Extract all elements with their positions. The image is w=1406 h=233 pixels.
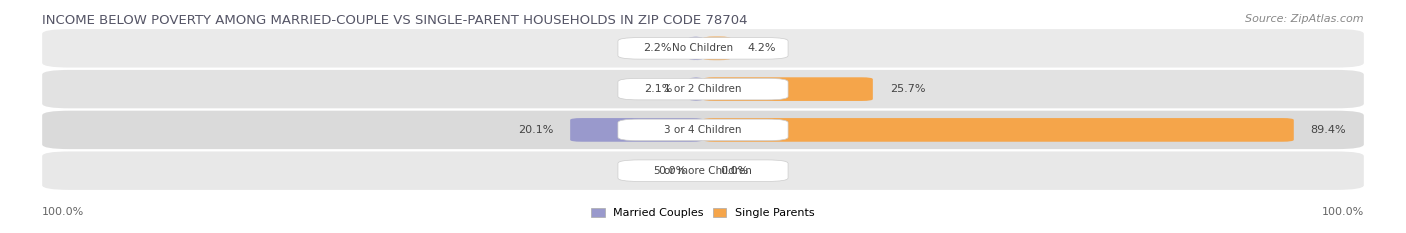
Text: 20.1%: 20.1%: [517, 125, 554, 135]
FancyBboxPatch shape: [619, 119, 787, 141]
Text: Source: ZipAtlas.com: Source: ZipAtlas.com: [1246, 14, 1364, 24]
FancyBboxPatch shape: [571, 118, 703, 142]
Text: 2.1%: 2.1%: [644, 84, 672, 94]
FancyBboxPatch shape: [42, 111, 1364, 149]
Text: 0.0%: 0.0%: [720, 166, 748, 176]
Text: 3 or 4 Children: 3 or 4 Children: [664, 125, 742, 135]
FancyBboxPatch shape: [703, 118, 1294, 142]
FancyBboxPatch shape: [689, 77, 703, 101]
Text: 4.2%: 4.2%: [748, 43, 776, 53]
Text: 25.7%: 25.7%: [890, 84, 925, 94]
Text: 0.0%: 0.0%: [658, 166, 686, 176]
Text: No Children: No Children: [672, 43, 734, 53]
Text: 100.0%: 100.0%: [1322, 207, 1364, 217]
FancyBboxPatch shape: [42, 29, 1364, 68]
Legend: Married Couples, Single Parents: Married Couples, Single Parents: [592, 208, 814, 218]
Text: 2.2%: 2.2%: [643, 43, 672, 53]
FancyBboxPatch shape: [619, 38, 787, 59]
FancyBboxPatch shape: [689, 37, 703, 60]
FancyBboxPatch shape: [42, 70, 1364, 108]
FancyBboxPatch shape: [703, 77, 873, 101]
Text: 100.0%: 100.0%: [42, 207, 84, 217]
FancyBboxPatch shape: [42, 151, 1364, 190]
Text: 5 or more Children: 5 or more Children: [654, 166, 752, 176]
FancyBboxPatch shape: [619, 78, 787, 100]
FancyBboxPatch shape: [703, 37, 731, 60]
Text: INCOME BELOW POVERTY AMONG MARRIED-COUPLE VS SINGLE-PARENT HOUSEHOLDS IN ZIP COD: INCOME BELOW POVERTY AMONG MARRIED-COUPL…: [42, 14, 748, 27]
Text: 89.4%: 89.4%: [1310, 125, 1347, 135]
Text: 1 or 2 Children: 1 or 2 Children: [664, 84, 742, 94]
FancyBboxPatch shape: [619, 160, 787, 182]
